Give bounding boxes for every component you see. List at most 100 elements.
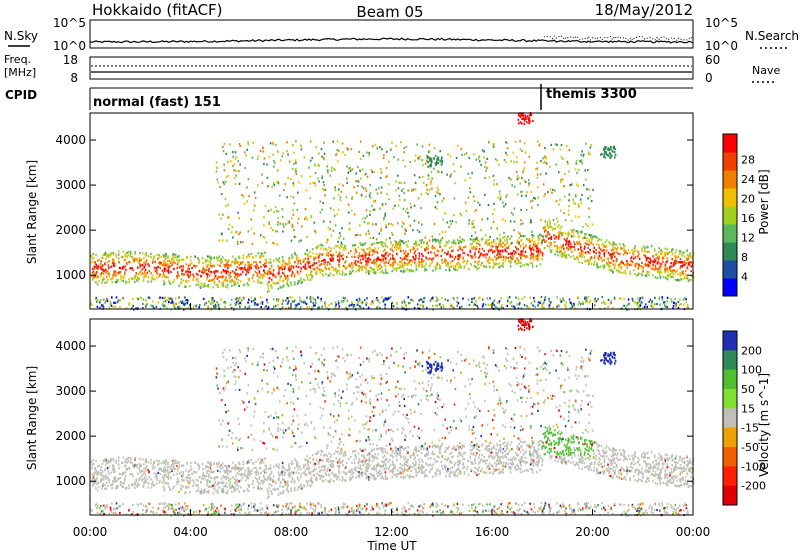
echo-cell bbox=[532, 236, 534, 238]
echo-cell bbox=[108, 267, 110, 269]
echo-cell bbox=[170, 298, 172, 300]
echo-cell bbox=[686, 258, 688, 260]
echo-cell bbox=[156, 276, 158, 278]
echo-cell bbox=[551, 192, 553, 194]
echo-cell bbox=[471, 235, 473, 237]
echo-cell bbox=[369, 251, 371, 253]
echo-cell bbox=[351, 462, 353, 464]
echo-cell bbox=[177, 277, 179, 279]
echo-cell bbox=[242, 271, 244, 273]
echo-cell bbox=[453, 268, 455, 270]
echo-cell bbox=[415, 182, 417, 184]
echo-cell bbox=[518, 298, 520, 300]
echo-cell bbox=[550, 188, 552, 190]
echo-cell bbox=[221, 477, 223, 479]
echo-cell bbox=[531, 252, 533, 254]
echo-cell bbox=[537, 174, 539, 176]
echo-cell bbox=[608, 252, 610, 254]
echo-cell bbox=[375, 223, 377, 225]
echo-cell bbox=[561, 432, 563, 434]
echo-cell bbox=[683, 303, 685, 305]
echo-cell bbox=[556, 144, 558, 146]
echo-cell bbox=[603, 148, 605, 150]
echo-cell bbox=[503, 256, 505, 258]
echo-cell bbox=[636, 263, 638, 265]
echo-cell bbox=[658, 251, 660, 253]
echo-cell bbox=[323, 270, 325, 272]
echo-cell bbox=[410, 203, 412, 205]
echo-cell bbox=[248, 253, 250, 255]
echo-cell bbox=[264, 252, 266, 254]
echo-cell bbox=[402, 262, 404, 264]
echo-cell bbox=[312, 248, 314, 250]
echo-cell bbox=[212, 297, 214, 299]
echo-cell bbox=[297, 263, 299, 265]
echo-cell bbox=[478, 267, 480, 269]
echo-cell bbox=[691, 279, 693, 281]
echo-cell bbox=[604, 252, 606, 254]
echo-cell bbox=[123, 280, 125, 282]
echo-cell bbox=[278, 273, 280, 275]
echo-cell bbox=[433, 257, 435, 259]
echo-cell bbox=[573, 229, 575, 231]
echo-cell bbox=[440, 306, 442, 308]
echo-cell bbox=[578, 248, 580, 250]
echo-cell bbox=[419, 261, 421, 263]
echo-cell bbox=[501, 297, 503, 299]
echo-cell bbox=[387, 255, 389, 257]
echo-cell bbox=[537, 250, 539, 252]
echo-cell bbox=[249, 255, 251, 257]
echo-cell bbox=[142, 268, 144, 270]
echo-cell bbox=[95, 254, 97, 256]
echo-cell bbox=[282, 216, 284, 218]
echo-cell bbox=[173, 268, 175, 270]
echo-cell bbox=[351, 265, 353, 267]
echo-cell bbox=[276, 259, 278, 261]
echo-cell bbox=[116, 279, 118, 281]
echo-cell bbox=[113, 265, 115, 267]
echo-cell bbox=[452, 260, 454, 262]
echo-cell bbox=[404, 252, 406, 254]
echo-cell bbox=[418, 252, 420, 254]
echo-cell bbox=[392, 224, 394, 226]
echo-cell bbox=[438, 189, 440, 191]
echo-cell bbox=[339, 261, 341, 263]
echo-cell bbox=[289, 257, 291, 259]
echo-cell bbox=[290, 268, 292, 270]
echo-cell bbox=[555, 164, 557, 166]
echo-cell bbox=[596, 449, 598, 451]
echo-cell bbox=[628, 303, 630, 305]
echo-cell bbox=[293, 185, 295, 187]
echo-cell bbox=[528, 117, 530, 119]
echo-cell bbox=[378, 266, 380, 268]
echo-cell bbox=[549, 223, 551, 225]
echo-cell bbox=[301, 175, 303, 177]
echo-cell bbox=[143, 468, 145, 470]
echo-cell bbox=[437, 305, 439, 307]
echo-cell bbox=[584, 245, 586, 247]
nave-tick-bottom: 0 bbox=[705, 71, 713, 85]
echo-cell bbox=[519, 302, 521, 304]
echo-cell bbox=[196, 304, 198, 306]
echo-cell bbox=[517, 175, 519, 177]
echo-cell bbox=[508, 253, 510, 255]
echo-cell bbox=[397, 267, 399, 269]
echo-cell bbox=[440, 255, 442, 257]
echo-cell bbox=[331, 266, 333, 268]
echo-cell bbox=[246, 149, 248, 151]
echo-cell bbox=[326, 252, 328, 254]
echo-cell bbox=[587, 225, 589, 227]
echo-cell bbox=[513, 229, 515, 231]
echo-cell bbox=[346, 147, 348, 149]
echo-cell bbox=[156, 460, 158, 462]
echo-cell bbox=[335, 303, 337, 305]
echo-cell bbox=[528, 179, 530, 181]
echo-cell bbox=[524, 142, 526, 144]
echo-cell bbox=[243, 461, 245, 463]
echo-cell bbox=[362, 218, 364, 220]
echo-cell bbox=[607, 149, 609, 151]
echo-cell bbox=[403, 208, 405, 210]
echo-cell bbox=[452, 250, 454, 252]
echo-cell bbox=[555, 228, 557, 230]
echo-cell bbox=[252, 483, 254, 485]
